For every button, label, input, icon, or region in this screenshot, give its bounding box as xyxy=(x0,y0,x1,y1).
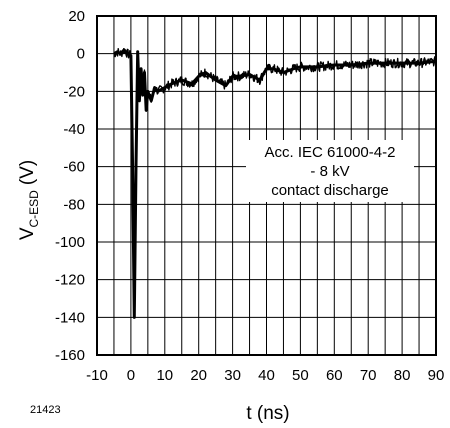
annotation-line-1: Acc. IEC 61000-4-2 xyxy=(265,144,396,161)
y-tick-label: -100 xyxy=(55,234,85,251)
y-axis-label: VC-ESD (V) xyxy=(17,160,41,240)
y-tick-label: 20 xyxy=(68,8,85,25)
y-tick-label: -80 xyxy=(63,196,85,213)
annotation-line-2: - 8 kV xyxy=(310,163,349,180)
x-tick-label: 20 xyxy=(190,367,207,384)
y-tick-label: -20 xyxy=(63,83,85,100)
x-tick-label: 50 xyxy=(292,367,309,384)
annotation-line-3: contact discharge xyxy=(271,182,389,199)
x-tick-label: 60 xyxy=(326,367,343,384)
y-tick-label: 0 xyxy=(77,46,85,63)
y-tick-label: -120 xyxy=(55,272,85,289)
x-tick-label: -10 xyxy=(86,367,108,384)
series-layer xyxy=(113,48,437,319)
x-tick-label: 10 xyxy=(156,367,173,384)
plot-border xyxy=(96,15,437,356)
x-tick-label: 90 xyxy=(428,367,445,384)
y-tick-label: -40 xyxy=(63,121,85,138)
annotation: Acc. IEC 61000-4-2 - 8 kV contact discha… xyxy=(246,140,414,202)
x-tick-label: 0 xyxy=(127,367,135,384)
series-line xyxy=(113,48,437,319)
y-axis-label-main: V xyxy=(17,227,38,240)
tick-labels: -10 0 10 20 30 40 50 60 70 80 90200-20-40-60-80-10… xyxy=(55,8,444,384)
figure-id: 21423 xyxy=(30,404,61,416)
y-axis-label-unit: (V) xyxy=(17,160,38,185)
y-tick-label: -60 xyxy=(63,159,85,176)
annotation-background xyxy=(246,140,414,202)
plot-frame xyxy=(96,15,437,356)
y-axis-label-sub: C-ESD xyxy=(27,190,41,228)
x-axis-label: t (ns) xyxy=(246,403,289,424)
y-tick-label: -160 xyxy=(55,347,85,364)
x-tick-label: 40 xyxy=(258,367,275,384)
y-tick-label: -140 xyxy=(55,309,85,326)
x-tick-label: 70 xyxy=(360,367,377,384)
x-tick-label: 30 xyxy=(224,367,241,384)
x-tick-label: 80 xyxy=(394,367,411,384)
